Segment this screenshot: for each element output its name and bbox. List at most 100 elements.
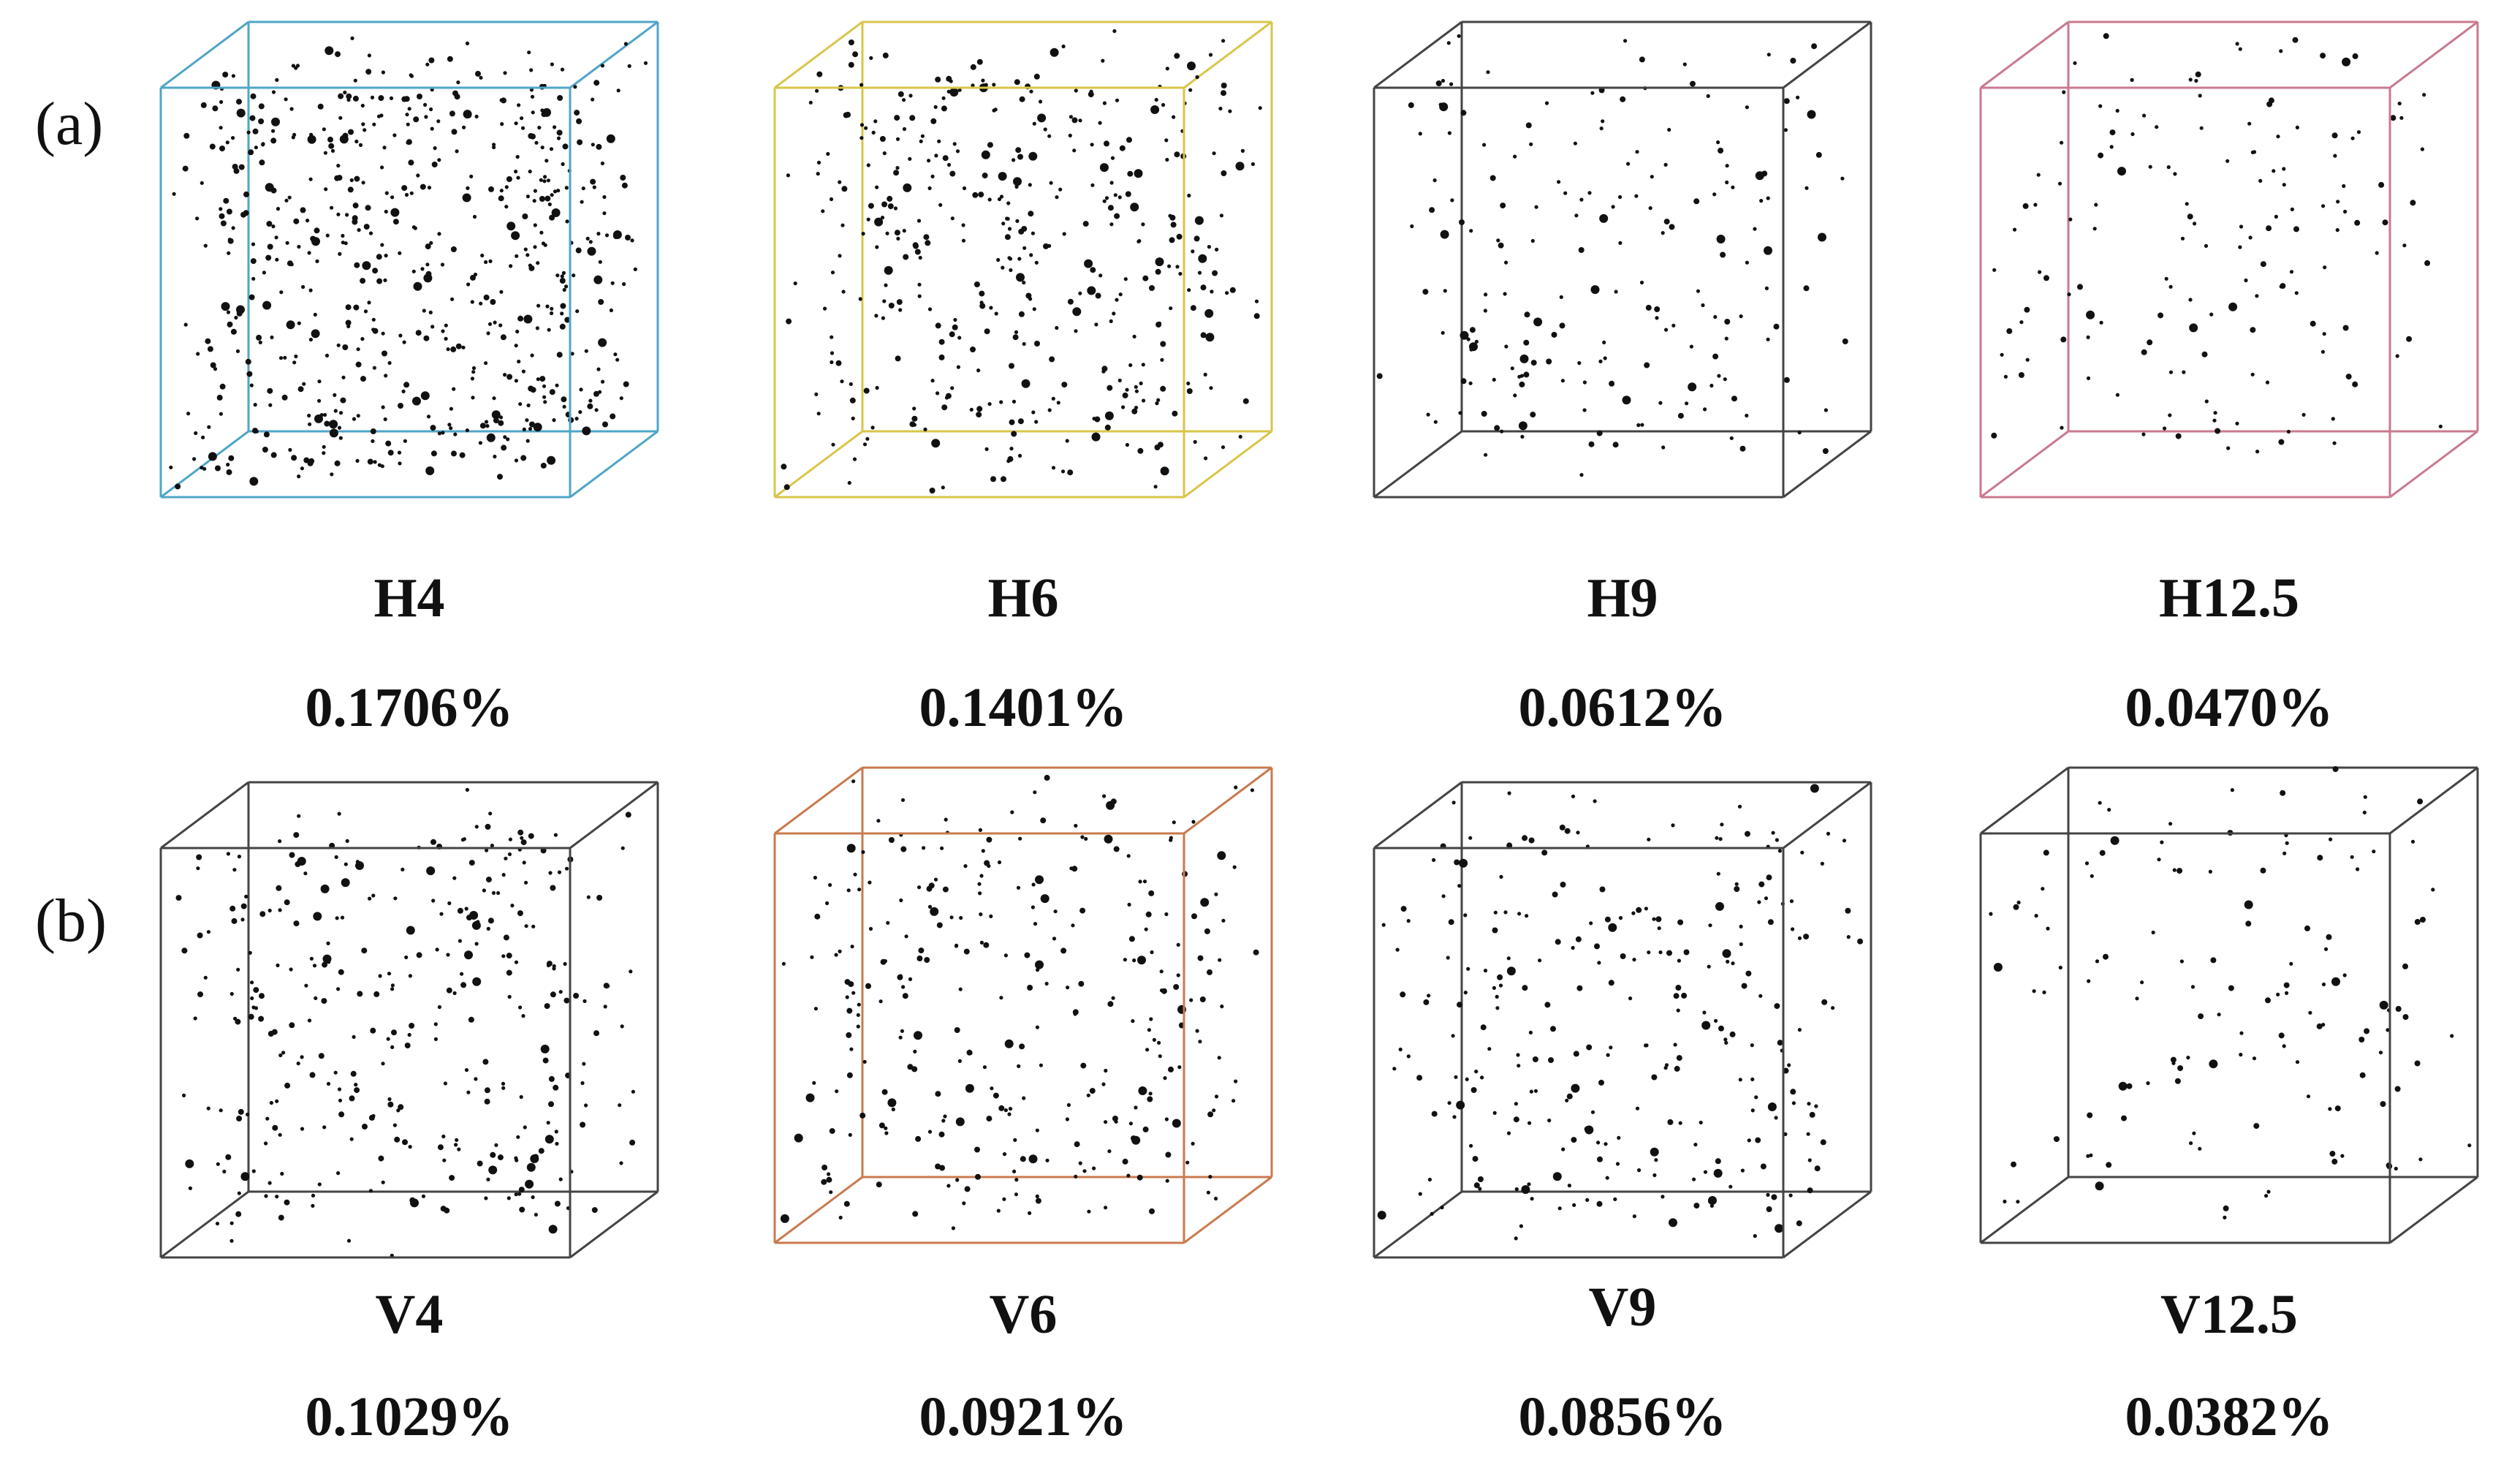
particle [358, 143, 363, 147]
particle [503, 934, 509, 941]
particle [1218, 106, 1223, 111]
particle [2160, 840, 2164, 844]
particle [1195, 1029, 1199, 1033]
particle [270, 452, 277, 458]
particle [411, 269, 416, 273]
particle [1821, 999, 1828, 1005]
particle [307, 135, 316, 144]
particle [2140, 980, 2144, 985]
particle [183, 132, 190, 139]
particle [336, 212, 341, 216]
particle [270, 137, 277, 144]
particle [1018, 311, 1025, 317]
particle [1047, 134, 1052, 138]
particle [2022, 203, 2029, 209]
particle [1170, 222, 1177, 228]
particle [1655, 316, 1659, 320]
particle [1017, 257, 1022, 261]
particle [1204, 928, 1210, 934]
particle [2226, 446, 2231, 450]
particle [194, 431, 198, 436]
particle [1731, 185, 1735, 189]
particle [2073, 61, 2077, 65]
particle [1809, 1111, 1815, 1118]
particle [914, 1031, 922, 1040]
particle [853, 872, 857, 877]
particle [1078, 1161, 1082, 1165]
particle [387, 1097, 392, 1102]
particle [336, 343, 341, 347]
particle [1086, 1093, 1090, 1097]
particle-cloud [1377, 784, 1864, 1241]
particle [1790, 1089, 1796, 1095]
particle [222, 1169, 227, 1174]
particle [437, 232, 441, 236]
particle [1745, 831, 1750, 837]
particle [874, 217, 884, 227]
particle [383, 417, 387, 422]
particle [1207, 245, 1211, 249]
particle [533, 189, 538, 193]
particle [559, 323, 566, 330]
particle [2272, 169, 2276, 173]
particle [1738, 1078, 1742, 1082]
particle [487, 322, 493, 326]
particle [580, 1121, 586, 1128]
particle [1020, 1156, 1026, 1162]
particle [404, 955, 409, 960]
particle [927, 186, 932, 191]
particle [1406, 1054, 1411, 1059]
cube-edge-depth [2389, 766, 2478, 835]
particle [1483, 309, 1487, 313]
particle [1667, 127, 1671, 132]
particle [1253, 313, 1260, 319]
particle [1449, 82, 1454, 86]
cube-edge-depth [774, 766, 863, 835]
particle [2033, 203, 2038, 207]
particle [572, 273, 576, 278]
particle [175, 483, 181, 490]
particle [430, 425, 436, 431]
particle [2186, 1056, 2190, 1060]
particle [186, 412, 191, 416]
particle [1212, 1108, 1216, 1113]
particle [477, 1160, 483, 1167]
particle [1055, 195, 1059, 200]
particle [957, 88, 962, 92]
particle [1457, 34, 1461, 38]
particle [491, 410, 501, 420]
particle [602, 211, 607, 216]
particle [1022, 246, 1027, 250]
particle [1706, 94, 1710, 98]
particle [313, 312, 317, 317]
particle [2301, 412, 2306, 417]
particle [938, 1131, 945, 1138]
particle [423, 102, 428, 107]
particle [1044, 981, 1049, 986]
particle [857, 1002, 861, 1007]
particle [891, 1107, 895, 1112]
particle [941, 485, 945, 490]
particle [367, 53, 371, 58]
particle [1082, 1169, 1087, 1173]
cube-edge-depth [160, 781, 249, 850]
particle [2188, 298, 2193, 302]
particle [341, 241, 345, 245]
particle [1149, 1017, 1153, 1021]
particle [1544, 101, 1549, 105]
particle [308, 177, 313, 181]
particle [596, 143, 602, 150]
particle [1207, 969, 1212, 975]
particle [254, 145, 258, 150]
particle [276, 207, 281, 211]
particle [1599, 213, 1609, 223]
particle [1673, 1043, 1677, 1047]
particle [265, 183, 274, 192]
particle [1154, 97, 1158, 102]
particle [941, 105, 947, 112]
particle [295, 861, 301, 868]
particle [1753, 227, 1757, 231]
particle [1737, 804, 1742, 809]
particle [1712, 192, 1717, 197]
particle [935, 76, 941, 83]
